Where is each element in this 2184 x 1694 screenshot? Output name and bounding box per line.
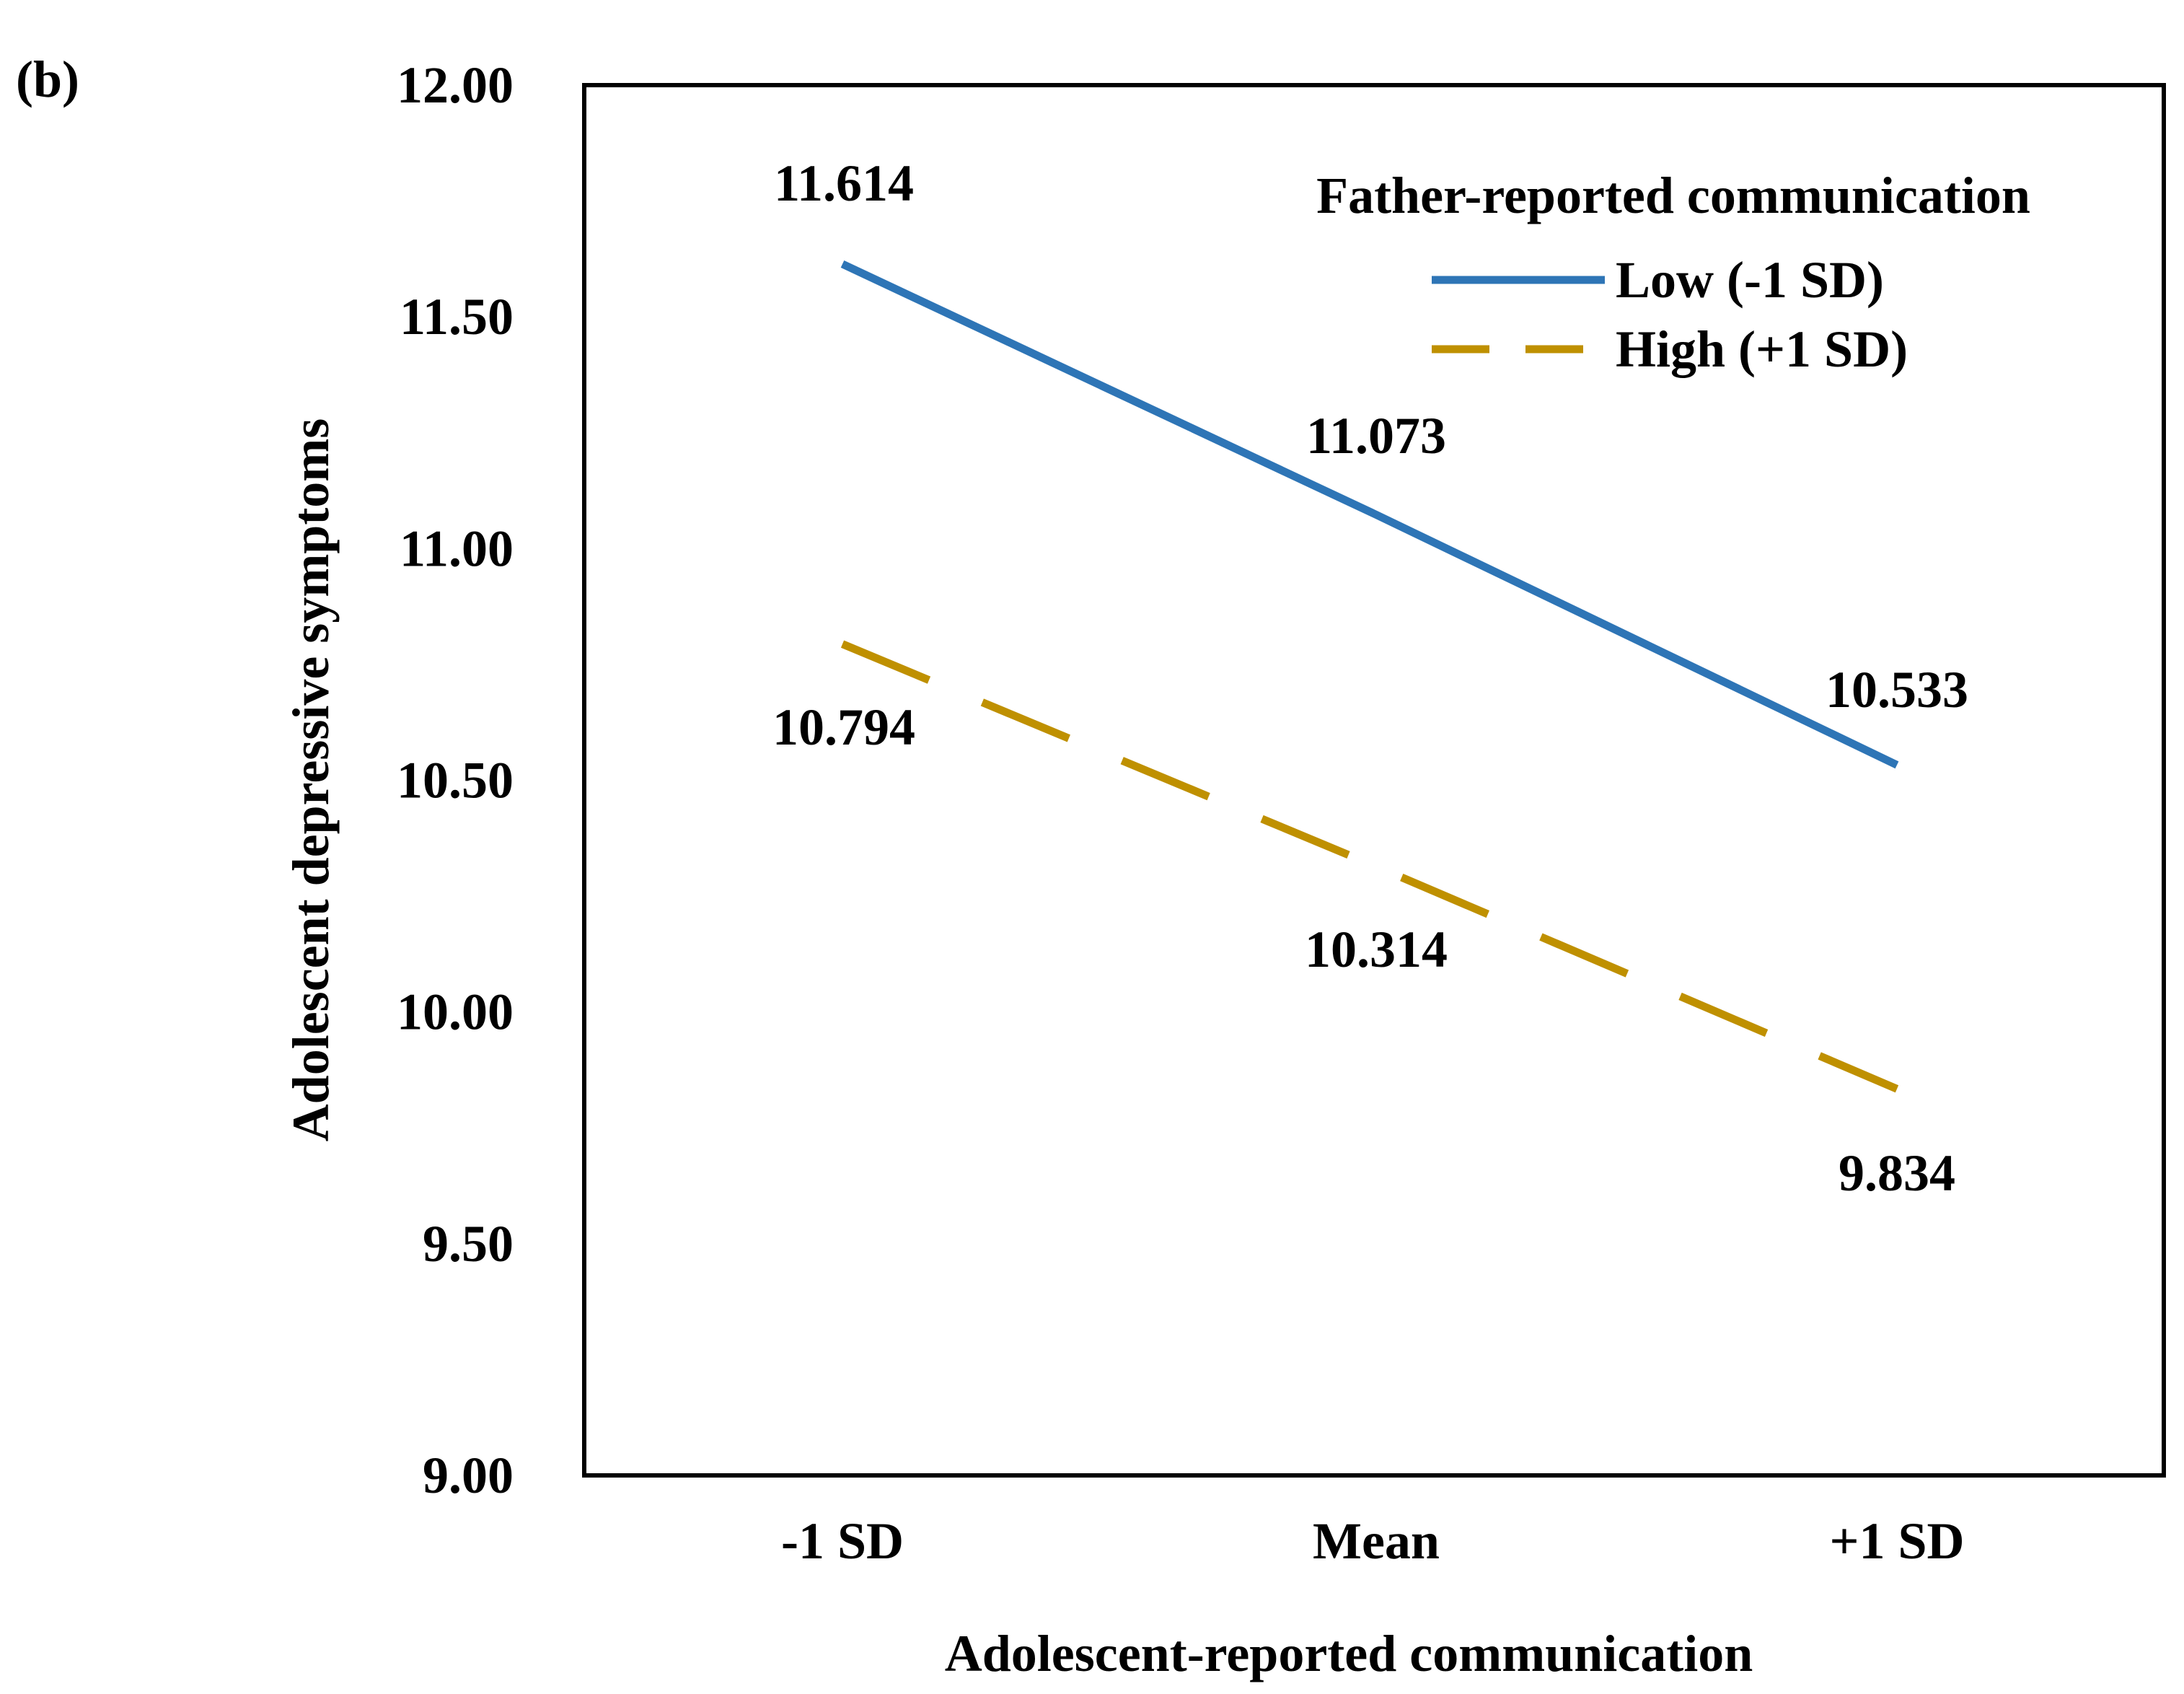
data-label: 10.533 <box>1826 661 1968 719</box>
y-tick-label: 12.00 <box>397 56 514 114</box>
y-axis-ticks: 9.00 9.50 10.00 10.50 11.00 11.50 12.00 <box>397 56 514 1504</box>
data-label: 9.834 <box>1839 1144 1955 1202</box>
legend-label: Low (-1 SD) <box>1616 251 1884 309</box>
y-tick-label: 9.00 <box>423 1447 514 1504</box>
series-lines <box>840 260 1899 1093</box>
x-tick-label: -1 SD <box>781 1512 904 1570</box>
y-axis-title: Adolescent depressive symptoms <box>282 418 340 1142</box>
y-tick-label: 10.50 <box>397 752 514 809</box>
y-tick-label: 11.50 <box>400 288 514 346</box>
panel-label: (b) <box>16 51 79 108</box>
x-tick-label: +1 SD <box>1829 1512 1964 1570</box>
data-label: 11.614 <box>774 154 914 212</box>
legend-entries: Low (-1 SD) High (+1 SD) <box>1432 251 1908 378</box>
x-axis-ticks: -1 SD Mean +1 SD <box>781 1512 1965 1570</box>
series-line-low <box>840 260 1899 769</box>
legend-title: Father-reported communication <box>1316 167 2030 224</box>
x-tick-label: Mean <box>1313 1512 1440 1570</box>
legend: Father-reported communication Low (-1 SD… <box>1316 167 2030 378</box>
y-tick-label: 10.00 <box>397 983 514 1041</box>
legend-label: High (+1 SD) <box>1616 320 1908 378</box>
data-labels: 11.614 11.073 10.533 10.794 10.314 9.834 <box>772 154 1968 1202</box>
y-tick-label: 9.50 <box>423 1215 514 1273</box>
x-axis-title: Adolescent-reported communication <box>945 1625 1753 1682</box>
plot-area-frame <box>582 83 2166 1478</box>
data-label: 10.794 <box>772 698 915 756</box>
series-line-high <box>840 640 1899 1093</box>
y-tick-label: 11.00 <box>400 519 514 577</box>
data-label: 10.314 <box>1305 921 1448 978</box>
data-label: 11.073 <box>1306 407 1446 465</box>
